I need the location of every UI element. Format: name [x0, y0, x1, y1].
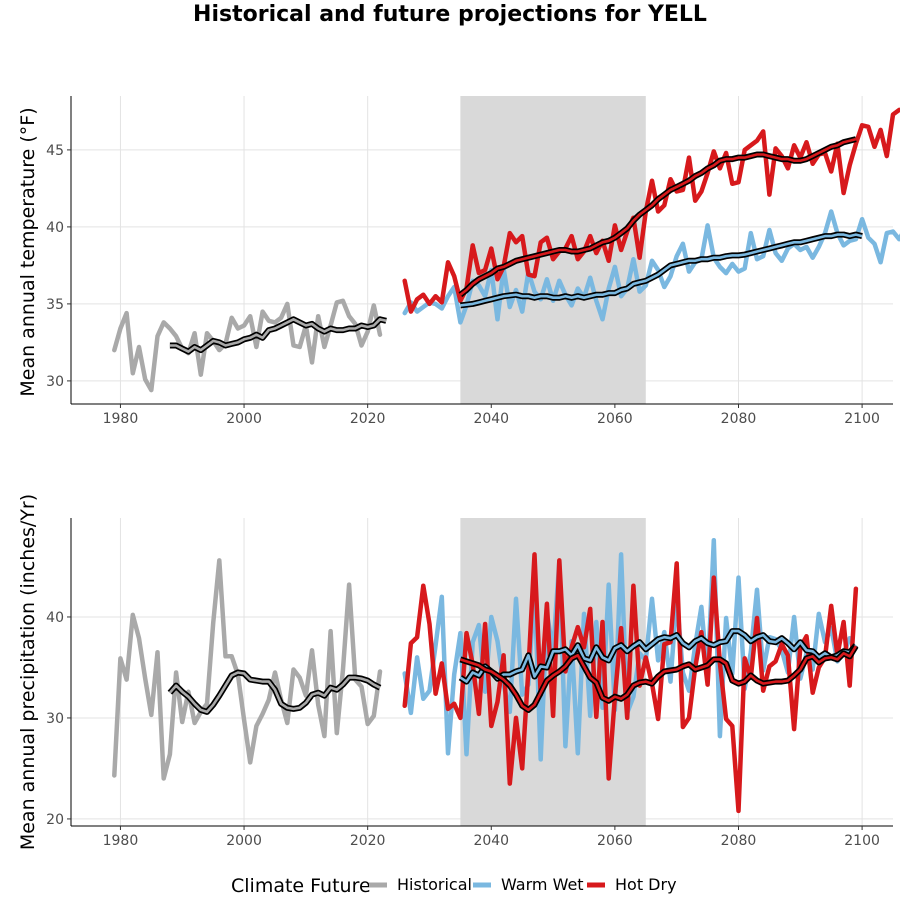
legend: Climate Future Historical Warm Wet Hot D…: [231, 875, 677, 897]
smooth-line-historical: [168, 671, 381, 714]
legend-item-hot-dry: Hot Dry: [587, 875, 677, 894]
figure-title: Historical and future projections for YE…: [193, 2, 707, 27]
temperature-y-axis-title: Mean annual temperature (°F): [17, 107, 39, 396]
x-tick-label: 2080: [721, 411, 757, 427]
y-tick-label: 40: [46, 610, 64, 626]
x-tick-label: 2080: [721, 833, 757, 849]
legend-item-historical: Historical: [369, 875, 472, 894]
plot-area: 1980 2000 2020 2040 2060 2080 2100 30 35 40 45: [46, 96, 900, 427]
x-tick-label: 2000: [226, 411, 262, 427]
x-tick-label: 2060: [597, 833, 633, 849]
legend-item-warm-wet: Warm Wet: [473, 875, 584, 894]
legend-label-hot-dry: Hot Dry: [615, 875, 677, 894]
x-tick-label: 2020: [350, 833, 386, 849]
legend-label-historical: Historical: [397, 875, 472, 894]
smooth-line-historical: [169, 317, 387, 353]
x-tick-label: 2100: [844, 833, 880, 849]
series-line-hot_dry: [402, 107, 900, 314]
legend-label-warm-wet: Warm Wet: [501, 875, 584, 894]
y-tick-label: 35: [46, 297, 64, 313]
y-tick-label: 30: [46, 374, 64, 390]
x-tick-label: 2060: [597, 411, 633, 427]
x-tick-label: 2040: [473, 411, 509, 427]
temperature-panel: 1980 2000 2020 2040 2060 2080 2100 30 35 40 45 Mea…: [17, 96, 900, 427]
precipitation-panel: 1980 2000 2020 2040 2060 2080 2100 20 30 40 Mean …: [17, 494, 893, 850]
y-tick-label: 40: [46, 220, 64, 236]
smooth-line-hot_dry: [459, 645, 858, 712]
x-tick-label: 2100: [844, 411, 880, 427]
series-line-historical: [112, 558, 383, 781]
series-line-historical: [112, 298, 383, 393]
y-tick-label: 20: [46, 812, 64, 828]
legend-title: Climate Future: [231, 875, 371, 897]
x-tick-label: 2000: [226, 833, 262, 849]
smooth-line-warm_wet: [460, 233, 863, 307]
smooth-line-warm_wet: [459, 629, 857, 683]
precipitation-y-axis-title: Mean annual precipitation (inches/Yr): [17, 494, 39, 850]
plot-area: 1980 2000 2020 2040 2060 2080 2100 20 30 40: [46, 518, 893, 849]
x-tick-label: 1980: [103, 833, 139, 849]
smooth-line-hot_dry: [459, 137, 857, 296]
x-tick-label: 2020: [350, 411, 386, 427]
x-tick-label: 1980: [103, 411, 139, 427]
x-tick-label: 2040: [473, 833, 509, 849]
y-tick-label: 45: [46, 143, 64, 159]
y-tick-label: 30: [46, 711, 64, 727]
